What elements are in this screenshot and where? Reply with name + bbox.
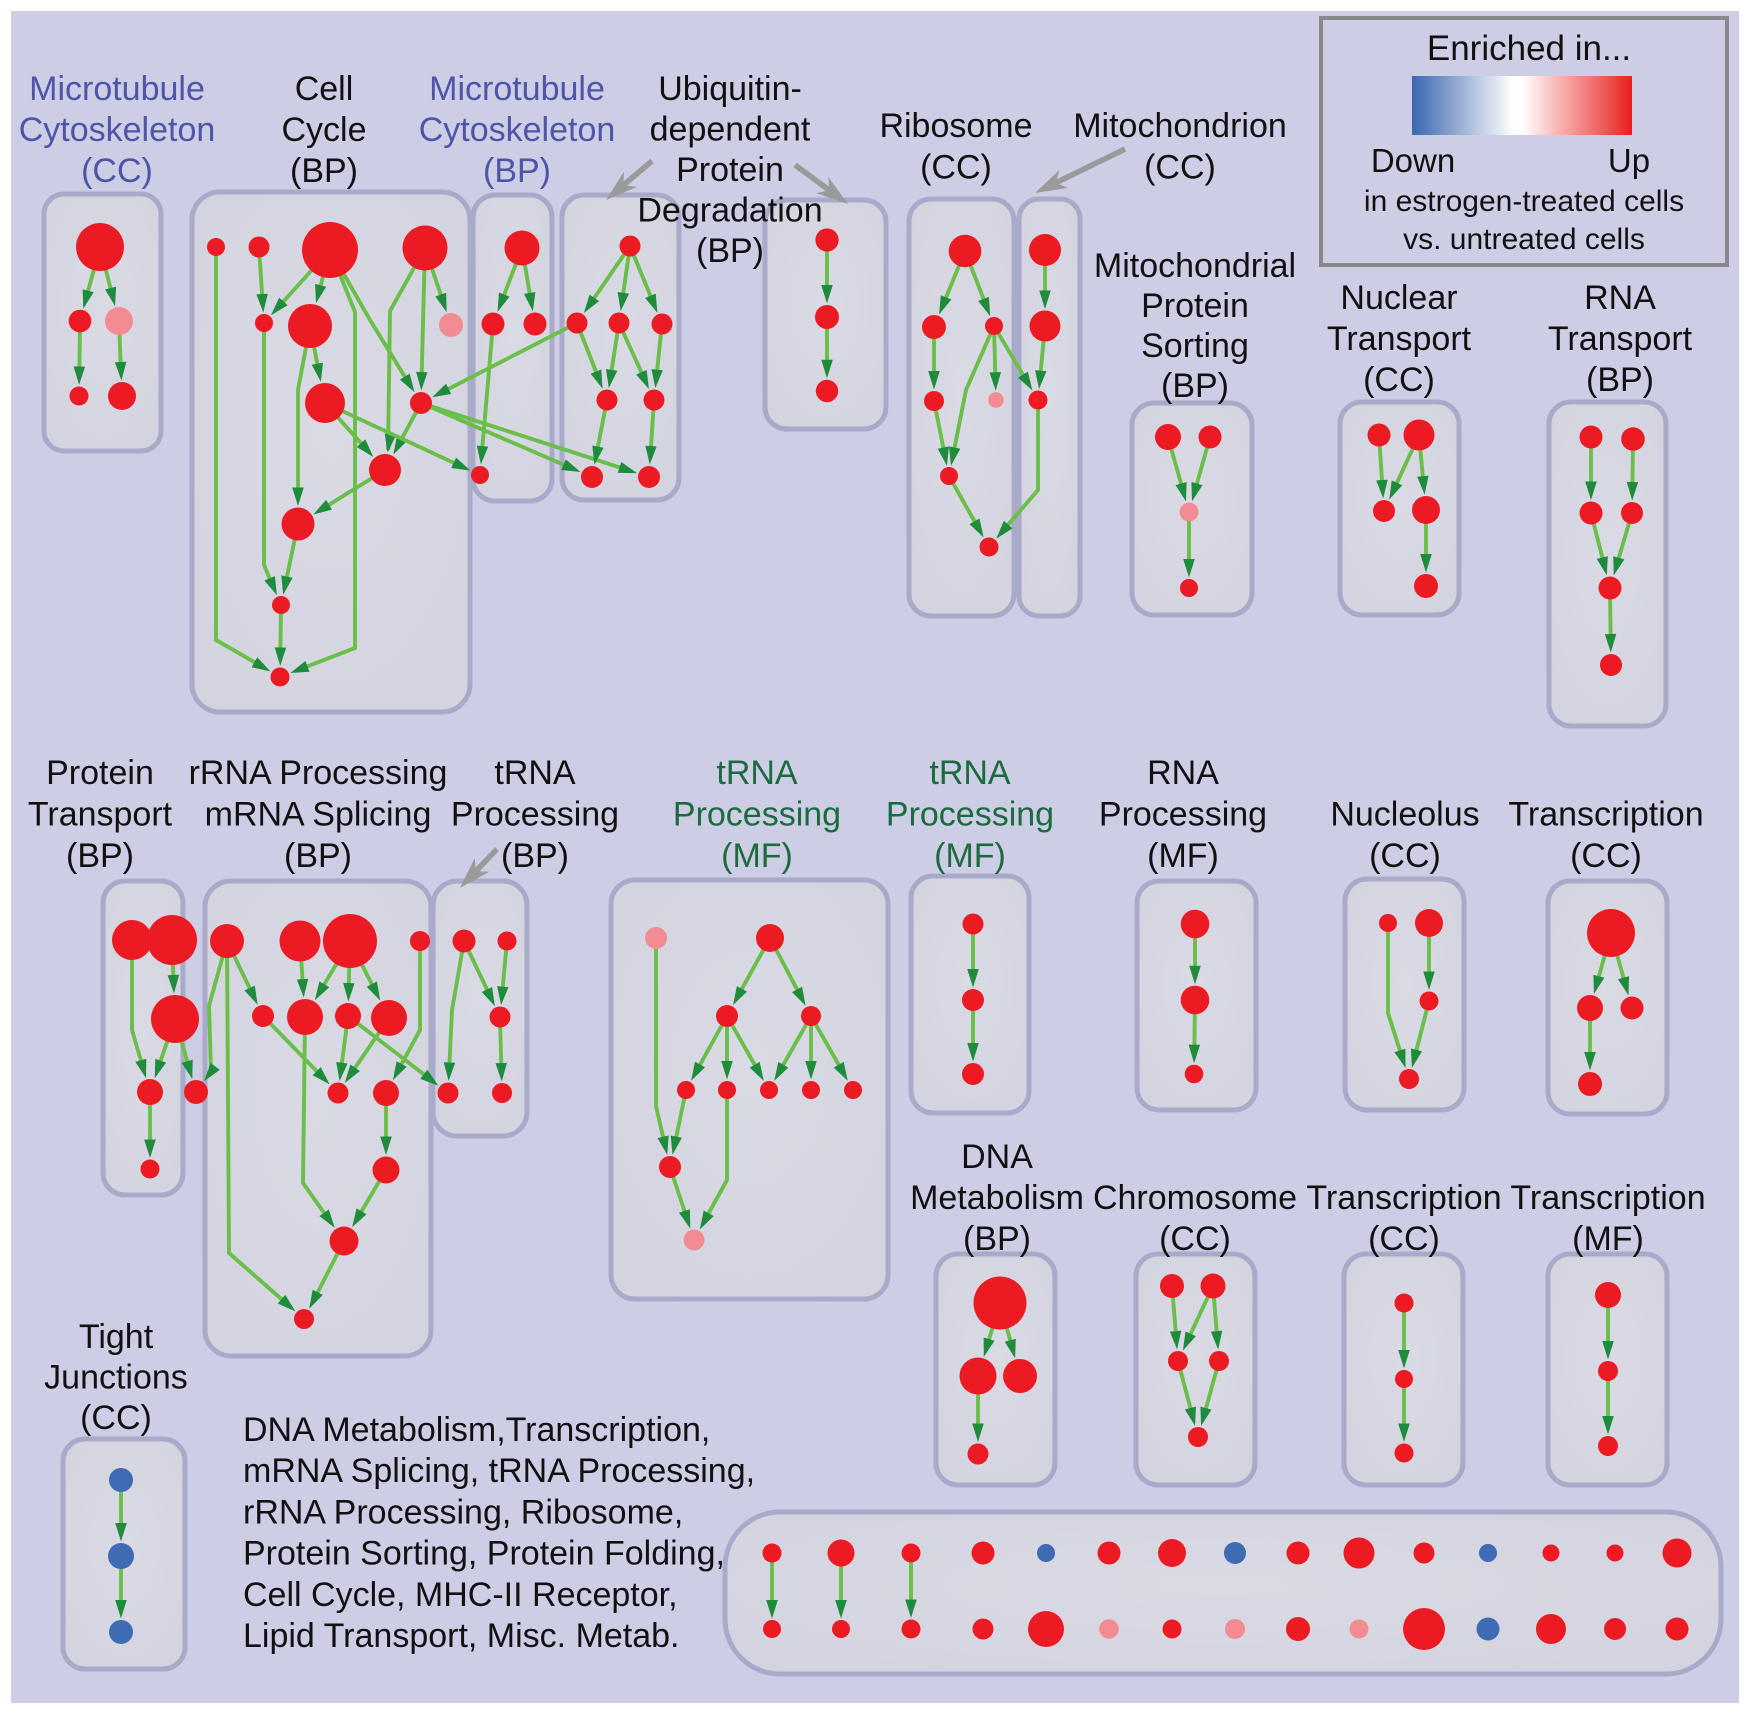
svg-text:Nucleolus: Nucleolus [1330,796,1479,834]
svg-text:Ubiquitin-: Ubiquitin- [658,70,802,108]
svg-text:(CC): (CC) [80,1399,152,1437]
svg-text:(MF): (MF) [1572,1220,1644,1258]
svg-text:(BP): (BP) [290,152,358,190]
svg-text:(BP): (BP) [483,152,551,190]
svg-text:Degradation: Degradation [637,192,822,230]
svg-text:Junctions: Junctions [44,1359,188,1397]
svg-text:(CC): (CC) [920,149,992,187]
svg-text:(BP): (BP) [66,837,134,875]
svg-text:(CC): (CC) [1363,361,1435,399]
svg-text:(CC): (CC) [1369,837,1441,875]
svg-text:(BP): (BP) [1586,361,1654,399]
svg-text:(CC): (CC) [1144,149,1216,187]
svg-text:Microtubule: Microtubule [29,70,205,108]
svg-text:Processing: Processing [451,796,619,834]
svg-text:Transport: Transport [1548,320,1693,358]
svg-text:mRNA Splicing: mRNA Splicing [205,796,432,834]
svg-text:vs. untreated cells: vs. untreated cells [1403,223,1645,256]
svg-text:Cell Cycle, MHC-II Receptor,: Cell Cycle, MHC-II Receptor, [243,1576,678,1614]
svg-text:(BP): (BP) [963,1220,1031,1258]
svg-text:Processing: Processing [673,796,841,834]
svg-text:(BP): (BP) [696,232,764,270]
svg-text:in estrogen-treated cells: in estrogen-treated cells [1364,185,1684,218]
svg-text:tRNA: tRNA [716,754,798,792]
svg-text:RNA: RNA [1147,754,1219,792]
svg-text:Cell: Cell [295,70,354,108]
svg-text:Protein Sorting, Protein Foldi: Protein Sorting, Protein Folding, [243,1535,725,1573]
svg-text:Nuclear: Nuclear [1340,279,1457,317]
svg-text:tRNA: tRNA [929,754,1011,792]
svg-text:Ribosome: Ribosome [879,107,1032,145]
svg-text:Protein: Protein [1141,287,1249,325]
svg-text:Protein: Protein [46,754,154,792]
svg-text:(CC): (CC) [1368,1220,1440,1258]
svg-text:Protein: Protein [676,151,784,189]
svg-text:Processing: Processing [886,796,1054,834]
svg-text:dependent: dependent [650,111,811,149]
svg-text:Processing: Processing [1099,796,1267,834]
svg-text:(BP): (BP) [1161,367,1229,405]
svg-text:Lipid Transport, Misc. Metab.: Lipid Transport, Misc. Metab. [243,1617,680,1655]
svg-text:rRNA Processing: rRNA Processing [189,754,448,792]
svg-text:(CC): (CC) [1159,1220,1231,1258]
svg-text:(CC): (CC) [1570,837,1642,875]
svg-text:Enriched in...: Enriched in... [1427,29,1631,68]
svg-text:Transcription: Transcription [1508,796,1703,834]
svg-text:tRNA: tRNA [494,754,576,792]
svg-text:Cycle: Cycle [281,111,366,149]
svg-text:DNA: DNA [961,1138,1033,1176]
svg-text:RNA: RNA [1584,279,1656,317]
svg-text:Transport: Transport [28,796,173,834]
svg-text:Metabolism: Metabolism [910,1179,1084,1217]
svg-text:Cytoskeleton: Cytoskeleton [19,111,216,149]
svg-text:Mitochondrial: Mitochondrial [1094,247,1296,285]
svg-text:Transcription: Transcription [1510,1179,1705,1217]
svg-text:Mitochondrion: Mitochondrion [1073,107,1287,145]
svg-text:(MF): (MF) [1147,837,1219,875]
svg-text:Down: Down [1371,142,1455,179]
svg-text:(BP): (BP) [501,837,569,875]
svg-text:Chromosome: Chromosome [1093,1179,1297,1217]
svg-text:Transport: Transport [1327,320,1472,358]
svg-text:Cytoskeleton: Cytoskeleton [419,111,616,149]
svg-text:(MF): (MF) [934,837,1006,875]
svg-text:(BP): (BP) [284,837,352,875]
svg-text:DNA Metabolism,Transcription,: DNA Metabolism,Transcription, [243,1411,710,1449]
svg-text:mRNA Splicing, tRNA Processing: mRNA Splicing, tRNA Processing, [243,1452,755,1490]
svg-text:Up: Up [1608,142,1650,179]
svg-text:Microtubule: Microtubule [429,70,605,108]
svg-text:(CC): (CC) [81,152,153,190]
svg-text:(MF): (MF) [721,837,793,875]
svg-text:Transcription: Transcription [1306,1179,1501,1217]
svg-text:rRNA Processing, Ribosome,: rRNA Processing, Ribosome, [243,1493,683,1531]
svg-text:Tight: Tight [79,1318,154,1356]
svg-text:Sorting: Sorting [1141,327,1249,365]
